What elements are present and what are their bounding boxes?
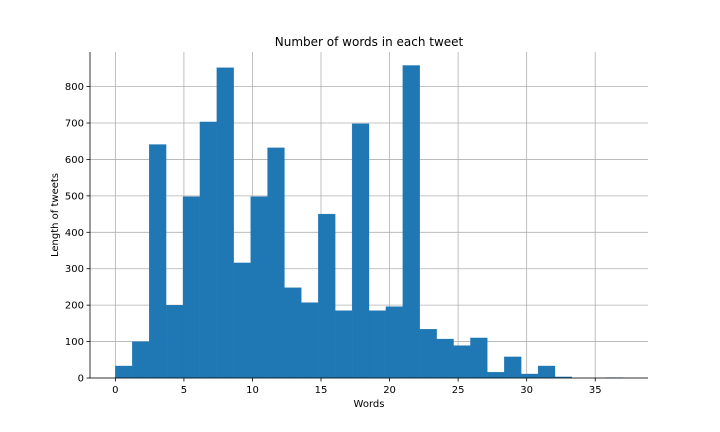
x-tick-label: 5 bbox=[181, 385, 187, 396]
histogram-bar bbox=[385, 306, 403, 379]
x-tick-label: 20 bbox=[383, 385, 396, 396]
histogram-bar bbox=[521, 373, 539, 379]
histogram-bar bbox=[419, 329, 437, 379]
chart-title: Number of words in each tweet bbox=[275, 35, 464, 49]
y-tick-label: 300 bbox=[65, 264, 84, 275]
y-axis-label: Length of tweets bbox=[50, 173, 61, 257]
histogram-bar bbox=[402, 65, 420, 379]
histogram-bar bbox=[470, 337, 488, 379]
histogram-bar bbox=[216, 67, 234, 379]
histogram-bar bbox=[149, 144, 167, 379]
histogram-bar bbox=[351, 123, 370, 379]
x-axis-label: Words bbox=[354, 399, 385, 410]
axes bbox=[86, 52, 648, 382]
histogram-bar bbox=[335, 310, 353, 379]
x-tick-label: 35 bbox=[589, 385, 602, 396]
y-tick-label: 100 bbox=[65, 337, 84, 348]
histogram-bar bbox=[115, 365, 133, 379]
histogram-bar bbox=[132, 341, 150, 379]
histogram-bar bbox=[199, 121, 217, 379]
y-tick-label: 800 bbox=[65, 82, 84, 93]
histogram-bar bbox=[436, 338, 454, 379]
histogram-bar bbox=[250, 196, 268, 379]
histogram-bar bbox=[453, 345, 471, 379]
x-tick-label: 15 bbox=[315, 385, 328, 396]
histogram-bar bbox=[504, 356, 522, 379]
histogram-bar bbox=[537, 365, 556, 379]
histogram-bar bbox=[233, 262, 251, 379]
x-tick-label: 25 bbox=[452, 385, 465, 396]
x-tick-label: 30 bbox=[520, 385, 533, 396]
histogram-bar bbox=[368, 310, 387, 379]
histogram-bar bbox=[487, 372, 505, 379]
y-tick-label: 0 bbox=[78, 374, 84, 385]
histogram-bar bbox=[284, 287, 302, 379]
y-tick-label: 200 bbox=[65, 301, 84, 312]
histogram-bar bbox=[267, 147, 285, 379]
histogram-bars bbox=[115, 65, 623, 379]
histogram-bar bbox=[165, 305, 184, 379]
y-tick-label: 500 bbox=[65, 191, 84, 202]
histogram-bar bbox=[318, 213, 336, 379]
y-tick-label: 400 bbox=[65, 228, 84, 239]
x-tick-label: 10 bbox=[246, 385, 259, 396]
x-tick-label: 0 bbox=[112, 385, 118, 396]
y-tick-label: 700 bbox=[65, 119, 84, 130]
histogram-bar bbox=[182, 196, 201, 379]
y-tick-label: 600 bbox=[65, 155, 84, 166]
histogram-bar bbox=[301, 302, 319, 379]
chart-text: 0 5 10 15 20 25 30 35 0 100 200 300 400 500 600 700 800 N… bbox=[50, 35, 602, 410]
